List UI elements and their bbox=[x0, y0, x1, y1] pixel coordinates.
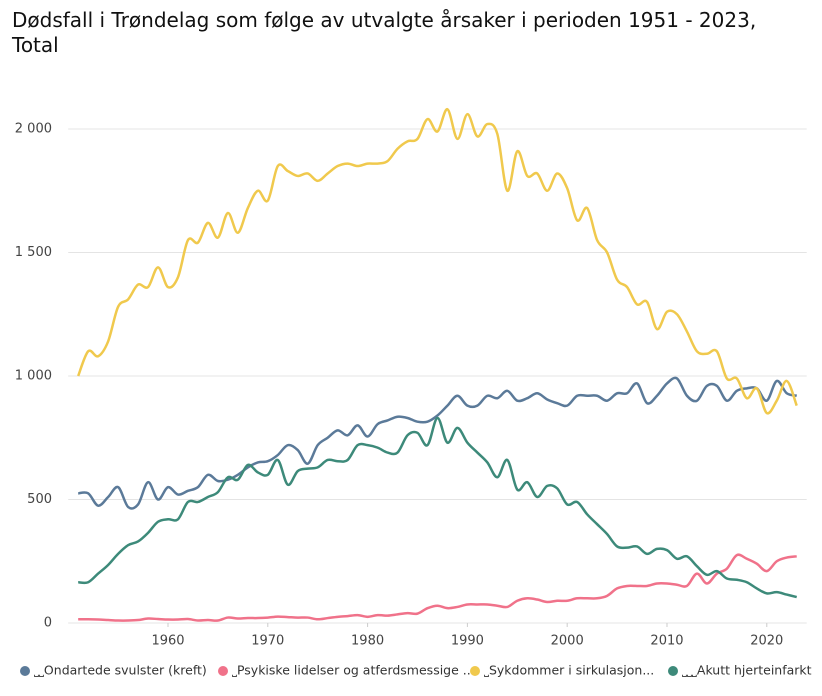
legend-label: ˽Psykiske lidelser og atferdsmessige ... bbox=[232, 663, 475, 678]
x-tick-label: 1990 bbox=[451, 634, 484, 649]
x-tick-label: 2000 bbox=[551, 634, 584, 649]
line bbox=[78, 416, 798, 599]
x-tick-label: 1980 bbox=[351, 634, 384, 649]
x-tick-label: 1960 bbox=[151, 634, 184, 649]
y-tick-label: 2 000 bbox=[15, 122, 52, 137]
legend-swatch bbox=[20, 666, 30, 676]
x-tick-label: 2020 bbox=[750, 634, 783, 649]
chart-title: Dødsfall i Trøndelag som følge av utvalg… bbox=[11, 8, 756, 57]
y-tick-label: 1 000 bbox=[15, 369, 52, 384]
x-tick-label: 2010 bbox=[650, 634, 683, 649]
y-tick-label: 1 500 bbox=[15, 245, 52, 260]
line bbox=[78, 553, 797, 622]
y-tick-label: 0 bbox=[44, 616, 52, 631]
legend-label: ˽Sykdommer i sirkulasjon... bbox=[484, 663, 654, 678]
x-tick-label: 1970 bbox=[251, 634, 284, 649]
legend-swatch bbox=[218, 666, 228, 676]
legend-swatch bbox=[668, 666, 678, 676]
legend-swatch bbox=[470, 666, 480, 676]
line bbox=[78, 376, 798, 510]
y-tick-label: 500 bbox=[27, 492, 52, 507]
line bbox=[77, 107, 798, 415]
legend-label: ˽˽˽Akutt hjerteinfarkt bbox=[682, 663, 812, 678]
legend-label: ˽˽Ondartede svulster (kreft) bbox=[34, 663, 207, 678]
